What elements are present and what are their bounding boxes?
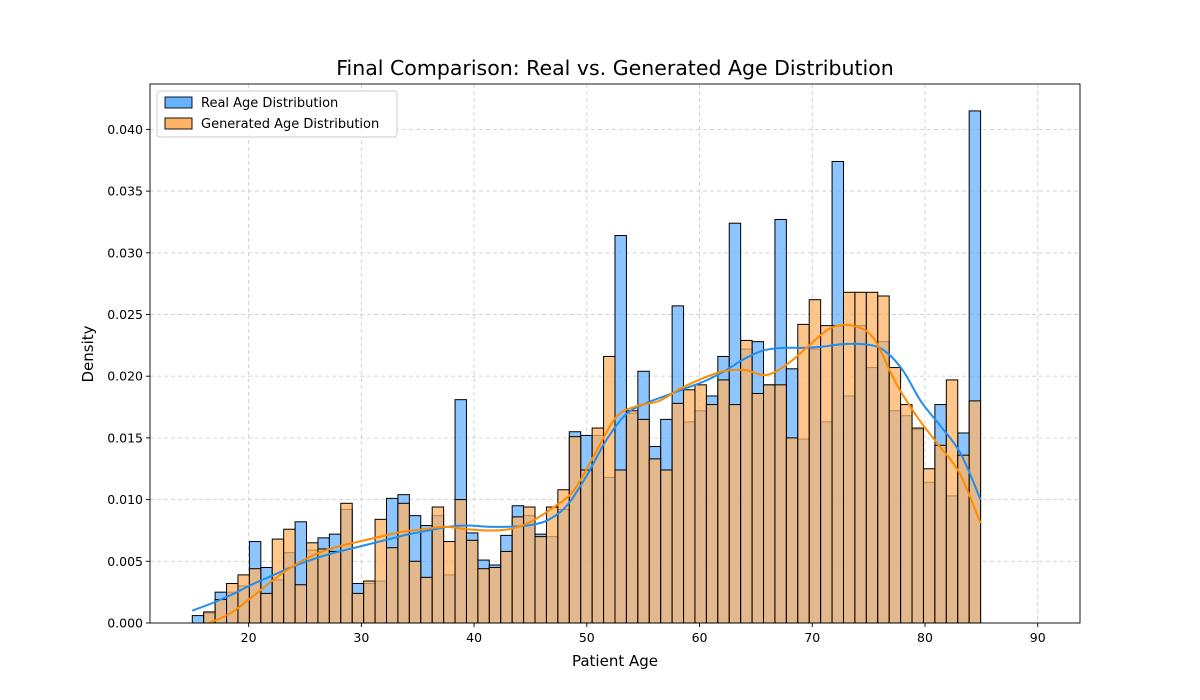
generated-age-bar	[717, 379, 730, 624]
y-tick-label-3: 0.015	[107, 430, 143, 445]
generated-age-bar	[534, 536, 547, 624]
plot-frame	[149, 83, 1081, 624]
y-tick-label-0: 0.000	[107, 616, 143, 631]
y-axis-label: Density	[79, 325, 97, 382]
generated-age-bar	[968, 400, 982, 624]
x-tick-label-4: 60	[692, 630, 708, 645]
kde-curves	[191, 323, 982, 624]
x-tick-label-7: 90	[1030, 630, 1046, 645]
generated-age-bar	[911, 427, 924, 624]
generated-age-bar	[820, 325, 833, 624]
generated-age-bar	[477, 568, 490, 624]
generated-age-bar	[763, 384, 776, 624]
generated-age-bar	[922, 468, 936, 624]
legend: Real Age Distribution Generated Age Dist…	[156, 90, 398, 138]
generated-age-bar	[888, 367, 902, 624]
y-tick-label-8: 0.040	[107, 122, 143, 137]
generated-age-bar	[660, 469, 673, 624]
generated-age-bar	[728, 404, 742, 624]
generated-age-bar	[683, 389, 696, 624]
generated-age-bars	[203, 291, 982, 624]
generated-age-bar	[431, 506, 445, 624]
legend-swatch-generated	[164, 117, 193, 130]
generated-age-bar	[694, 384, 707, 624]
generated-kde-line	[208, 323, 982, 624]
generated-age-bar	[740, 339, 753, 624]
generated-age-bar	[625, 410, 639, 624]
chart-title: Final Comparison: Real vs. Generated Age…	[336, 56, 894, 80]
generated-age-bar	[511, 516, 525, 624]
generated-age-bar	[488, 566, 502, 624]
legend-swatch-real	[164, 96, 193, 109]
generated-age-bar	[580, 469, 593, 624]
y-tick-label-7: 0.035	[107, 184, 143, 199]
real-age-bar	[191, 615, 205, 624]
generated-age-bar	[465, 539, 479, 624]
generated-age-bar	[945, 379, 959, 624]
legend-label-real: Real Age Distribution	[201, 96, 338, 111]
real-kde-line	[191, 342, 982, 612]
generated-age-bar	[351, 592, 365, 624]
x-tick-label-3: 50	[579, 630, 595, 645]
y-tick-label-6: 0.030	[107, 245, 143, 260]
generated-age-bar	[568, 436, 582, 624]
x-axis-label: Patient Age	[572, 652, 658, 670]
generated-age-bar	[454, 499, 467, 624]
x-axis-ticks: 20 30 40 50 60 70 80 90	[241, 623, 1046, 645]
generated-age-bar	[751, 392, 765, 624]
generated-age-bar	[671, 402, 685, 624]
x-tick-label-2: 40	[466, 630, 482, 645]
x-tick-label-1: 30	[353, 630, 369, 645]
legend-box	[156, 90, 398, 138]
y-tick-label-2: 0.010	[107, 492, 143, 507]
generated-age-bar	[774, 384, 787, 624]
generated-age-bar	[420, 576, 433, 624]
legend-label-generated: Generated Age Distribution	[201, 117, 379, 132]
generated-age-bar	[648, 458, 662, 624]
generated-age-bar	[934, 444, 947, 624]
generated-age-bar	[705, 404, 719, 624]
generated-age-bar	[545, 506, 559, 624]
generated-age-bar	[385, 547, 399, 624]
generated-age-bar	[237, 574, 250, 624]
y-axis-ticks: 0.000 0.005 0.010 0.015 0.020 0.025 0.030 0.035…	[107, 122, 150, 631]
generated-age-bar	[842, 291, 856, 624]
generated-age-bar	[408, 560, 422, 624]
generated-age-bar	[260, 592, 273, 624]
generated-age-bar	[603, 355, 616, 624]
x-tick-label-6: 80	[917, 630, 933, 645]
y-tick-label-4: 0.020	[107, 369, 143, 384]
generated-age-bar	[797, 323, 810, 624]
x-tick-label-0: 20	[241, 630, 257, 645]
generated-age-bar	[363, 580, 376, 624]
generated-age-bar	[614, 469, 627, 624]
generated-age-bar	[317, 548, 330, 624]
generated-age-bar	[900, 404, 913, 624]
y-tick-label-5: 0.025	[107, 307, 143, 322]
generated-age-bar	[854, 291, 867, 624]
generated-age-bar	[328, 550, 342, 624]
x-tick-label-5: 70	[804, 630, 820, 645]
y-tick-label-1: 0.005	[107, 554, 143, 569]
generated-age-bar	[397, 502, 410, 624]
generated-age-bar	[500, 550, 513, 624]
generated-age-bar	[340, 502, 353, 624]
generated-age-bar	[271, 538, 285, 624]
generated-age-bar	[294, 584, 308, 624]
generated-age-bar	[283, 528, 296, 624]
generated-age-bar	[831, 325, 844, 624]
generated-age-bar	[785, 437, 799, 624]
generated-age-bar	[877, 295, 890, 624]
generated-age-bar	[226, 583, 239, 624]
generated-age-bar	[443, 541, 456, 624]
generated-age-bar	[637, 418, 650, 624]
